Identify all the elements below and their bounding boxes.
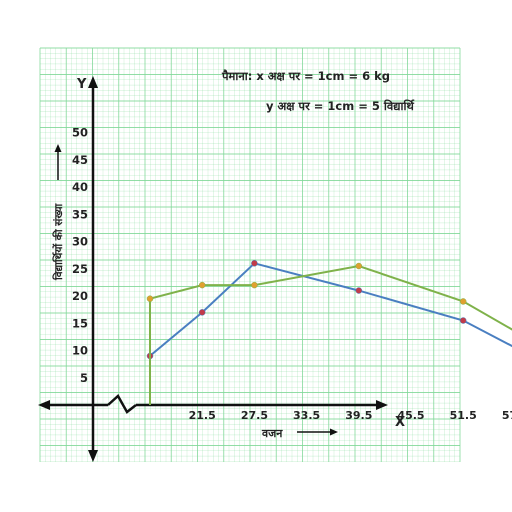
y-tick-label: 25 xyxy=(72,262,88,276)
scale-note-line-2: y अक्ष पर = 1cm = 5 विद्यार्थि xyxy=(266,99,414,113)
y-axis-letter: Y xyxy=(76,77,87,92)
series-1-point xyxy=(459,317,467,324)
x-tick-label: 45.5 xyxy=(397,409,424,422)
y-tick-label: 20 xyxy=(72,289,88,303)
y-tick-label: 35 xyxy=(72,207,88,221)
y-tick-label: 45 xyxy=(72,153,88,167)
tick-labels: 21.5 27.5 33.5 39.5 45.5 51.5 57.5 5 10 15 20 25 30 3… xyxy=(72,126,512,423)
x-tick-label: 33.5 xyxy=(293,409,320,422)
y-tick-label: 40 xyxy=(72,180,88,194)
y-tick-label: 30 xyxy=(72,235,88,249)
y-tick-label: 5 xyxy=(80,371,88,385)
series-2-point xyxy=(355,262,363,270)
series-2-point xyxy=(459,298,467,305)
y-tick-label: 15 xyxy=(72,316,88,330)
series-2-point xyxy=(198,281,206,289)
series-2-point xyxy=(251,281,258,289)
x-tick-label: 21.5 xyxy=(189,409,216,422)
x-tick-label: 27.5 xyxy=(241,409,268,422)
series-1-point xyxy=(355,287,363,294)
x-axis-arrow xyxy=(297,428,338,436)
y-tick-label: 50 xyxy=(72,126,88,140)
x-axis-letter: X xyxy=(395,415,405,430)
series-2-line xyxy=(149,264,512,405)
series-1-line xyxy=(149,262,512,405)
y-axis-arrow xyxy=(54,144,62,180)
series-1-point xyxy=(198,309,206,316)
scale-note-line-1: पैमाना: x अक्ष पर = 1cm = 6 kg xyxy=(221,69,390,83)
series-1-point xyxy=(251,260,258,267)
series-layer xyxy=(146,260,512,405)
series-2-point xyxy=(146,295,154,302)
x-tick-label: 51.5 xyxy=(450,409,477,422)
axes xyxy=(38,76,388,462)
x-tick-label: 57.5 xyxy=(502,409,512,422)
graph-paper-grid xyxy=(39,47,461,462)
x-axis-title: वजन xyxy=(261,427,283,440)
x-tick-label: 39.5 xyxy=(345,409,372,422)
y-tick-label: 10 xyxy=(72,344,88,358)
y-axis-title: विद्यार्थियों की संख्या xyxy=(52,202,65,281)
